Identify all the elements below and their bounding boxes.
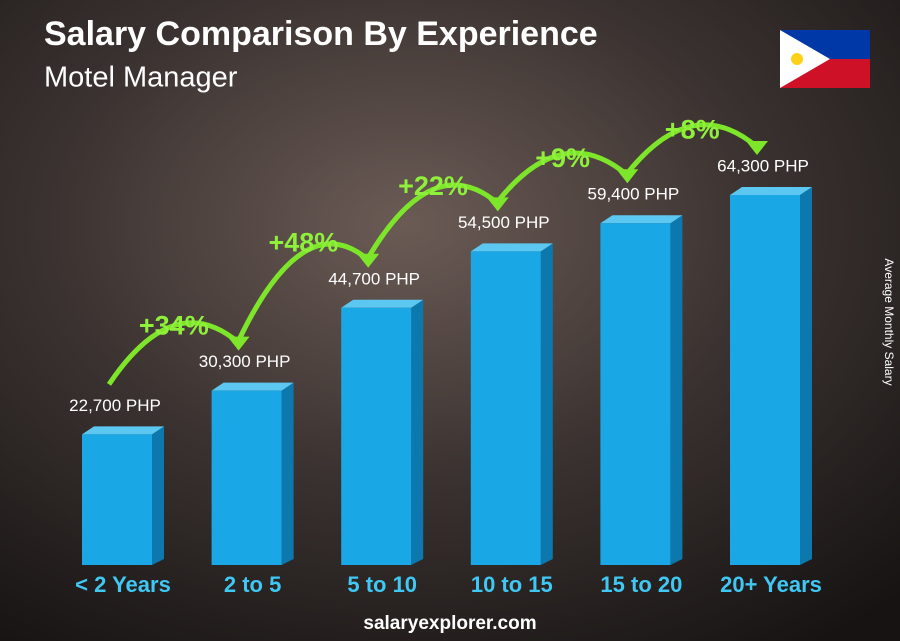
- bar-side: [411, 299, 424, 565]
- arrow-head: [227, 336, 250, 351]
- increase-label: +34%: [139, 310, 209, 340]
- x-tick-label: 20+ Years: [720, 572, 822, 597]
- bar-top: [82, 426, 164, 435]
- x-tick-label: < 2 Years: [75, 572, 171, 597]
- increase-label: +8%: [665, 115, 720, 145]
- bar-side: [152, 426, 164, 565]
- bar: [730, 195, 800, 565]
- value-label: 64,300 PHP: [717, 156, 809, 175]
- bar-top: [211, 382, 294, 391]
- arrow-head: [616, 169, 639, 184]
- source: salaryexplorer.com: [363, 613, 536, 634]
- bar-side: [670, 215, 683, 565]
- chart-title: Salary Comparison By Experience: [44, 15, 598, 53]
- bar-top: [470, 243, 553, 252]
- increase-arrow: [625, 122, 759, 175]
- bar-side: [800, 187, 812, 565]
- arrow-head: [357, 253, 380, 268]
- increase-arrow: [236, 241, 370, 342]
- chart-subtitle: Motel Manager: [44, 62, 238, 94]
- x-tick-label: 2 to 5: [224, 572, 281, 597]
- bar: [600, 223, 671, 565]
- value-label: 22,700 PHP: [69, 396, 161, 415]
- x-tick-label: 5 to 10: [347, 572, 417, 597]
- flag: [780, 30, 870, 88]
- bar: [211, 390, 282, 565]
- bar-top: [341, 299, 424, 308]
- y-axis-label: Average Monthly Salary: [882, 258, 896, 385]
- x-tick-label: 15 to 20: [600, 572, 682, 597]
- arrow-head: [746, 141, 768, 155]
- bar-top: [730, 187, 812, 195]
- bar-side: [281, 382, 294, 565]
- increase-label: +22%: [398, 171, 468, 201]
- value-label: 54,500 PHP: [458, 213, 550, 232]
- arrow-head: [486, 197, 509, 212]
- bar: [470, 251, 541, 565]
- increase-label: +9%: [535, 143, 590, 173]
- value-label: 59,400 PHP: [588, 185, 680, 204]
- bar: [341, 307, 412, 565]
- bar: [82, 434, 152, 565]
- increase-arrow: [495, 150, 630, 203]
- increase-arrow: [366, 182, 500, 260]
- bar-top: [600, 215, 683, 224]
- bar-side: [540, 243, 553, 565]
- x-tick-label: 10 to 15: [471, 572, 553, 597]
- increase-label: +48%: [268, 227, 338, 257]
- increase-arrow: [106, 320, 241, 386]
- value-label: 44,700 PHP: [328, 269, 420, 288]
- value-label: 30,300 PHP: [199, 352, 291, 371]
